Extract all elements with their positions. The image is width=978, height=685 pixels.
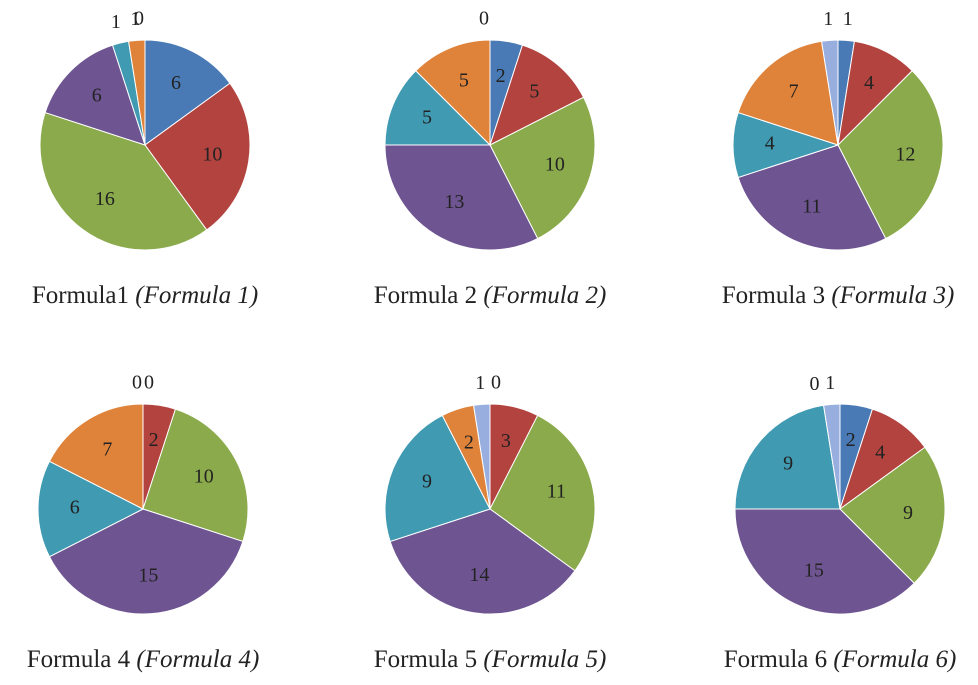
pie-slice — [384, 414, 491, 543]
pie-slice — [489, 414, 596, 572]
title-italic: (Formula 1) — [135, 282, 258, 309]
data-label: 2 — [846, 429, 856, 451]
data-label: 1 — [111, 11, 121, 33]
pie-slice — [839, 446, 946, 584]
data-label: 1 — [475, 372, 485, 394]
data-label: 1 — [130, 8, 140, 30]
title-italic: (Formula 2) — [483, 282, 606, 309]
data-label: 11 — [802, 196, 821, 218]
pie-slice — [821, 39, 839, 146]
chart-title: Formula1 (Formula 1) — [32, 282, 258, 309]
pie-slice — [48, 508, 244, 615]
data-label: 6 — [171, 72, 181, 94]
title-main: Formula 3 — [722, 282, 825, 309]
pie — [384, 39, 596, 251]
data-label: 3 — [501, 430, 511, 452]
data-label: 4 — [864, 72, 874, 94]
pie-slice — [39, 111, 208, 251]
data-label: 6 — [70, 497, 80, 519]
pie-slice — [384, 70, 492, 146]
pie-slice — [384, 144, 539, 251]
data-label: 1 — [823, 8, 833, 30]
data-label: 15 — [804, 560, 824, 582]
pie-slice — [144, 39, 231, 146]
title-italic: (Formula 4) — [136, 646, 259, 673]
pie-slice — [37, 460, 145, 558]
chart-title: Formula 3 (Formula 3) — [722, 282, 955, 309]
data-label: 6 — [92, 84, 102, 106]
title-main: Formula 6 — [724, 646, 827, 673]
data-label: 13 — [444, 191, 464, 213]
pie-slice — [44, 44, 146, 146]
data-label: 14 — [469, 564, 489, 586]
pie-slice — [144, 82, 251, 231]
data-label: 1 — [825, 372, 835, 394]
data-label: 4 — [875, 441, 885, 463]
data-label: 2 — [149, 429, 159, 451]
pie-slice — [142, 408, 249, 543]
title-main: Formula 4 — [27, 646, 131, 673]
pie — [37, 403, 249, 615]
data-label: 0 — [144, 372, 154, 394]
data-label: 0 — [134, 8, 144, 30]
pie-slice — [473, 403, 491, 510]
data-label: 5 — [529, 81, 539, 103]
data-label: 9 — [422, 470, 432, 492]
data-label: 10 — [202, 143, 222, 165]
title-main: Formula 5 — [374, 646, 477, 673]
data-label: 10 — [194, 466, 214, 488]
data-label: 0 — [479, 8, 489, 30]
data-label: 2 — [496, 65, 506, 87]
pie-slice — [737, 144, 887, 251]
data-label: 5 — [422, 106, 432, 128]
data-label: 12 — [895, 143, 915, 165]
pie — [384, 403, 596, 615]
data-label: 7 — [789, 81, 799, 103]
title-main: Formula1 — [32, 282, 129, 309]
title-main: Formula 2 — [374, 282, 477, 309]
data-label: 2 — [464, 432, 474, 454]
title-italic: (Formula 3) — [831, 282, 954, 309]
chart-title: Formula 4 (Formula 4) — [27, 646, 260, 673]
pie — [39, 39, 251, 251]
pie — [734, 403, 946, 615]
data-label: 7 — [102, 438, 112, 460]
pie-slice — [823, 403, 841, 510]
data-label: 1 — [843, 8, 853, 30]
pie-slice — [489, 44, 585, 146]
data-label: 0 — [132, 372, 142, 394]
pie-slice — [734, 508, 915, 615]
pie — [732, 39, 944, 251]
data-label: 16 — [95, 188, 115, 210]
pie-slice — [415, 39, 491, 147]
data-label: 9 — [783, 452, 793, 474]
chart-title: Formula 2 (Formula 2) — [374, 282, 607, 309]
pie-slice — [734, 404, 841, 510]
data-label: 10 — [545, 154, 565, 176]
pie-slice — [489, 96, 596, 240]
title-italic: (Formula 5) — [483, 646, 606, 673]
data-label: 15 — [138, 565, 158, 587]
pie-slice — [389, 508, 576, 615]
data-label: 4 — [765, 133, 775, 155]
pie-slice — [737, 40, 839, 146]
pie-slice — [837, 70, 944, 240]
pie-slice — [48, 403, 144, 510]
data-label: 11 — [547, 481, 566, 503]
data-label: 5 — [459, 70, 469, 92]
chart-title: Formula 6 (Formula 6) — [724, 646, 957, 673]
data-label: 0 — [809, 373, 819, 395]
data-label: 0 — [491, 372, 501, 394]
title-italic: (Formula 6) — [833, 646, 956, 673]
data-label: 9 — [903, 502, 913, 524]
pie-slice — [128, 39, 146, 146]
chart-title: Formula 5 (Formula 5) — [374, 646, 607, 673]
